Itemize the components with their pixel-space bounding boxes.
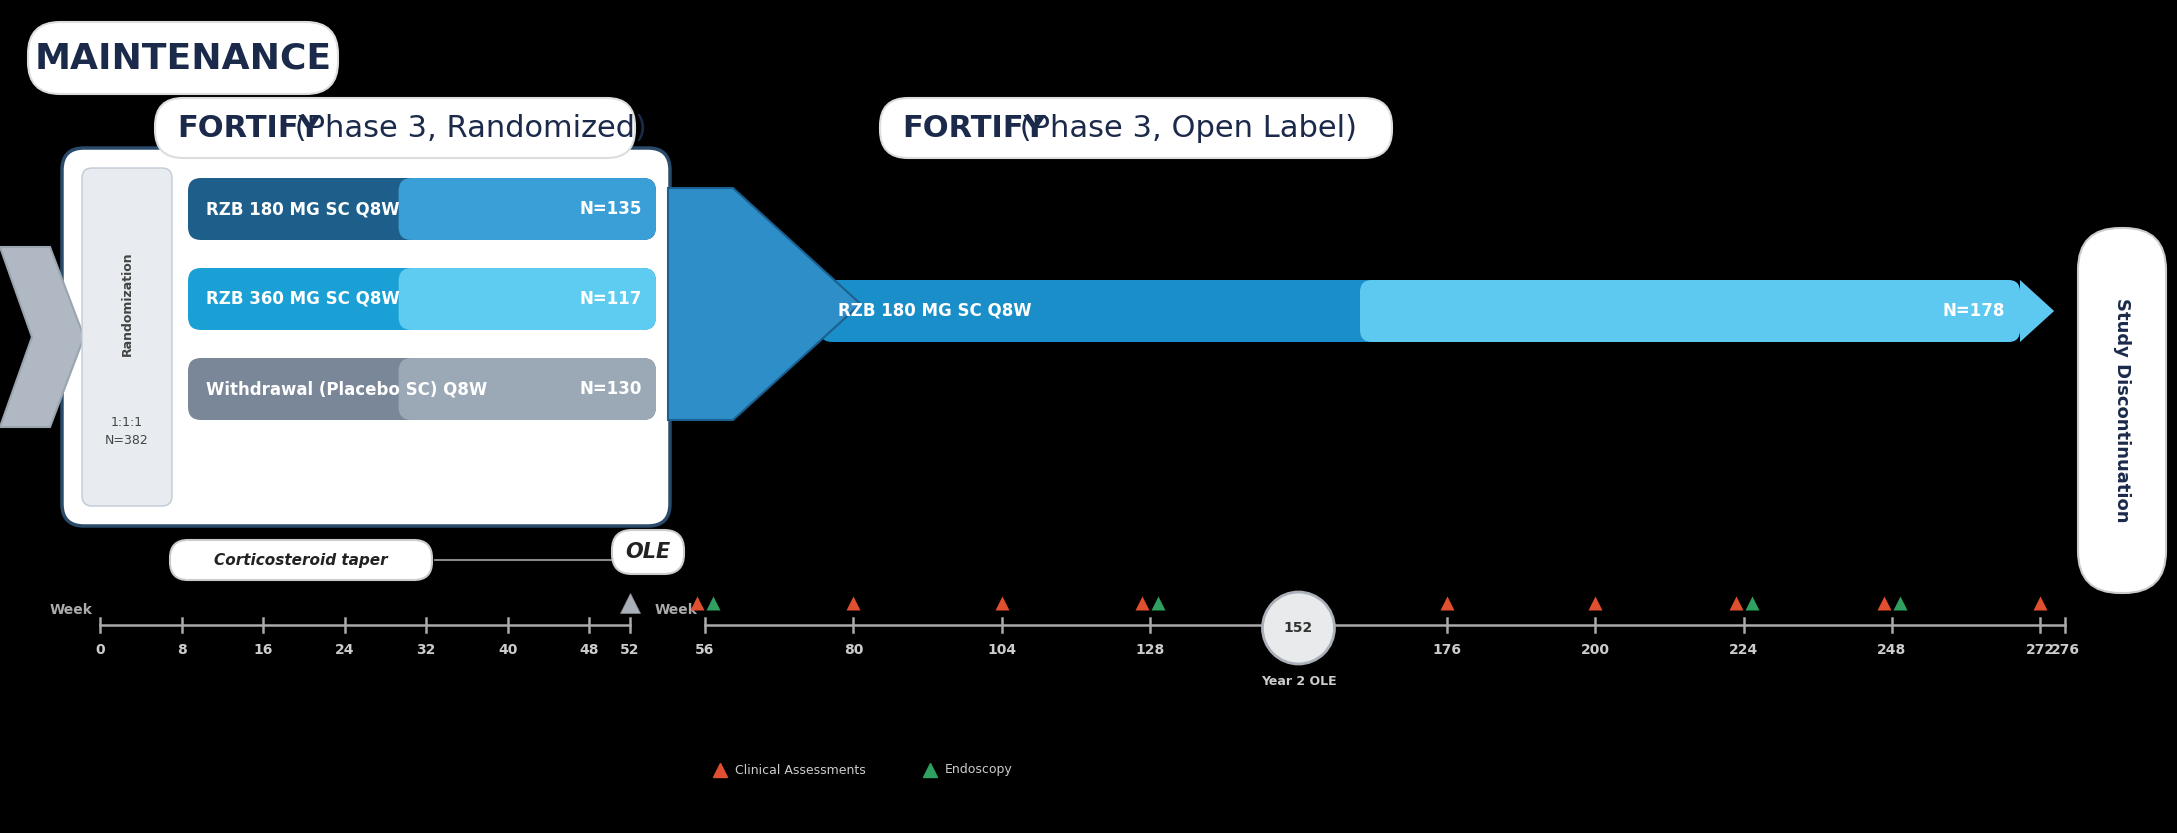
Text: (Phase 3, Open Label): (Phase 3, Open Label): [1010, 113, 1356, 142]
Text: 176: 176: [1432, 643, 1461, 657]
Text: 248: 248: [1877, 643, 1907, 657]
FancyBboxPatch shape: [187, 358, 655, 420]
Text: 128: 128: [1136, 643, 1165, 657]
Text: 80: 80: [845, 643, 862, 657]
Text: MAINTENANCE: MAINTENANCE: [35, 41, 331, 75]
Text: 272: 272: [2027, 643, 2055, 657]
FancyBboxPatch shape: [821, 280, 2020, 342]
FancyBboxPatch shape: [398, 268, 655, 330]
FancyBboxPatch shape: [28, 22, 337, 94]
FancyBboxPatch shape: [61, 148, 671, 526]
Text: N=178: N=178: [1942, 302, 2005, 320]
Text: 40: 40: [499, 643, 518, 657]
FancyBboxPatch shape: [83, 168, 172, 506]
FancyBboxPatch shape: [187, 268, 655, 330]
Text: OLE: OLE: [625, 542, 671, 562]
Text: N=130: N=130: [579, 380, 642, 398]
FancyBboxPatch shape: [155, 98, 636, 158]
Polygon shape: [2020, 280, 2055, 342]
Circle shape: [1263, 592, 1335, 664]
FancyBboxPatch shape: [398, 358, 655, 420]
Text: 32: 32: [416, 643, 435, 657]
Text: 104: 104: [986, 643, 1017, 657]
Text: 0: 0: [96, 643, 104, 657]
Text: 48: 48: [579, 643, 599, 657]
Text: 152: 152: [1284, 643, 1313, 657]
FancyBboxPatch shape: [170, 540, 431, 580]
Text: 200: 200: [1581, 643, 1609, 657]
Text: RZB 180 MG SC Q8W: RZB 180 MG SC Q8W: [838, 302, 1032, 320]
Text: Study Discontinuation: Study Discontinuation: [2114, 298, 2131, 523]
Text: Withdrawal (Placebo SC) Q8W: Withdrawal (Placebo SC) Q8W: [207, 380, 488, 398]
Text: Clinical Assessments: Clinical Assessments: [736, 764, 866, 776]
Text: N=117: N=117: [579, 290, 642, 308]
FancyBboxPatch shape: [612, 530, 684, 574]
FancyBboxPatch shape: [398, 178, 655, 240]
Polygon shape: [668, 188, 860, 420]
Polygon shape: [0, 247, 85, 427]
Text: Endoscopy: Endoscopy: [945, 764, 1012, 776]
Text: Corticosteroid taper: Corticosteroid taper: [213, 552, 388, 567]
Text: 52: 52: [620, 643, 640, 657]
Text: 8: 8: [176, 643, 187, 657]
Text: RZB 360 MG SC Q8W: RZB 360 MG SC Q8W: [207, 290, 401, 308]
Text: Week: Week: [50, 603, 91, 617]
Text: Randomization: Randomization: [120, 251, 133, 356]
Text: Week: Week: [653, 603, 697, 617]
Text: Year 2 OLE: Year 2 OLE: [1260, 675, 1337, 688]
Text: 152: 152: [1284, 621, 1313, 635]
FancyBboxPatch shape: [880, 98, 1391, 158]
Text: N=135: N=135: [579, 200, 642, 218]
Text: 276: 276: [2051, 643, 2079, 657]
Text: 1:1:1
N=382: 1:1:1 N=382: [104, 416, 148, 447]
Text: 24: 24: [335, 643, 355, 657]
Text: (Phase 3, Randomized): (Phase 3, Randomized): [285, 113, 647, 142]
Text: FORTIFY: FORTIFY: [901, 113, 1045, 142]
Text: 16: 16: [253, 643, 272, 657]
FancyBboxPatch shape: [187, 178, 655, 240]
Text: 224: 224: [1729, 643, 1759, 657]
FancyBboxPatch shape: [2079, 228, 2166, 593]
Text: RZB 180 MG SC Q8W: RZB 180 MG SC Q8W: [207, 200, 401, 218]
Text: FORTIFY: FORTIFY: [176, 113, 320, 142]
Text: 56: 56: [694, 643, 714, 657]
FancyBboxPatch shape: [1361, 280, 2020, 342]
